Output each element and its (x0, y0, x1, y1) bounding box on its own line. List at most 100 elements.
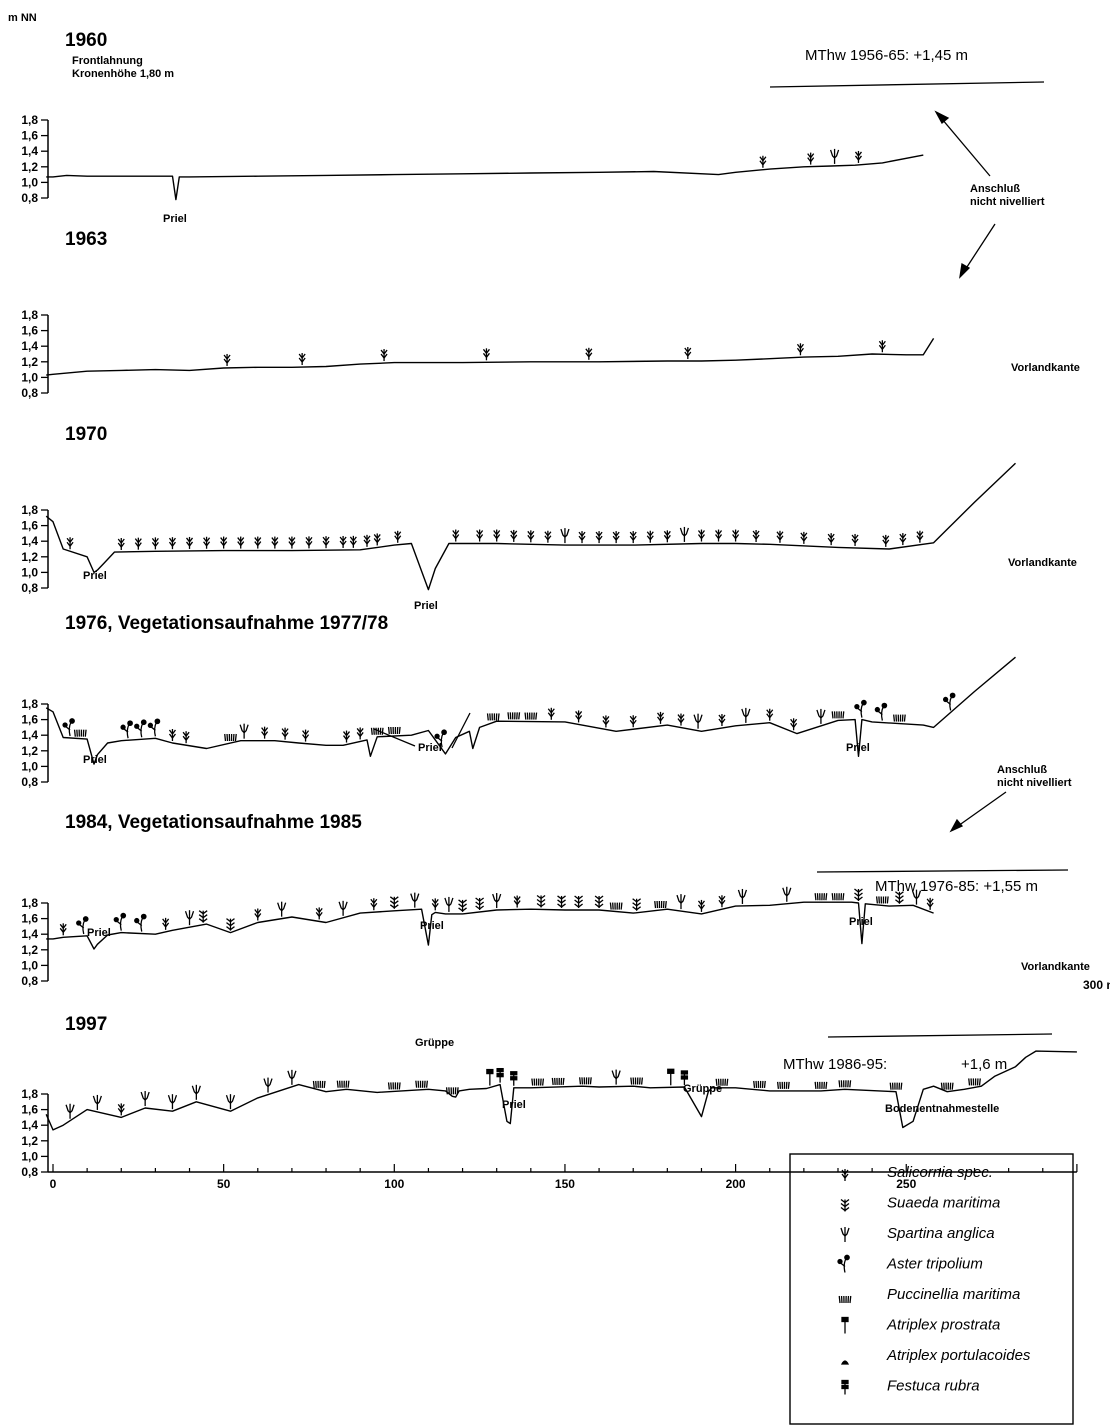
vegetation-salicornia-marker (322, 536, 330, 549)
y-tick-label: 1,6 (21, 129, 38, 143)
legend: Salicornia spec. Suaeda maritima Spartina … (789, 1153, 1074, 1425)
y-tick-label: 1,4 (21, 1118, 38, 1132)
y-tick-label: 0,8 (21, 775, 38, 789)
vegetation-puccinellia-marker (654, 900, 667, 909)
vegetation-salicornia-marker (544, 530, 552, 543)
vegetation-salicornia-marker (356, 727, 364, 740)
vegetation-salicornia-marker (254, 908, 262, 921)
y-tick-label: 1,8 (21, 1087, 38, 1101)
vegetation-aster-marker (147, 718, 161, 737)
vegetation-salicornia-marker (168, 729, 176, 741)
vegetation-suaeda-marker (226, 918, 235, 931)
y-tick-label: 0,8 (21, 581, 38, 595)
vegetation-spartina-marker (611, 1069, 621, 1085)
vegetation-suaeda-marker (458, 899, 467, 912)
y-tick-label: 0,8 (21, 1165, 38, 1179)
legend-item-salicornia: Salicornia spec. (841, 1164, 993, 1181)
x-tick-label: 0 (50, 1177, 57, 1191)
vegetation-aster-marker (113, 912, 127, 931)
priel-pointer-line-2 (451, 712, 471, 749)
mthw-label-1956-65: MThw 1956-65: +1,45 m (805, 47, 968, 64)
vegetation-aster-marker (434, 729, 447, 748)
vegetation-spartina-marker (167, 1094, 178, 1110)
vegetation-salicornia-marker (766, 708, 774, 721)
arrows (934, 110, 1007, 833)
vegetation-salicornia-marker (899, 533, 907, 546)
vegetation-salicornia-marker (223, 353, 231, 366)
vegetation-salicornia-marker (168, 537, 176, 550)
vegetation-puccinellia-marker (893, 714, 906, 722)
vegetation-salicornia-marker (800, 531, 808, 544)
vegetation-salicornia-marker (718, 895, 726, 908)
vegetation-puccinellia-marker (551, 1077, 565, 1085)
vegetation-salicornia-marker (66, 537, 74, 550)
arrowhead-anschluss-1960 (934, 110, 950, 125)
legend-label: Atriplex portulacoides (886, 1347, 1031, 1364)
nicht-nivelliert-label-1: nicht nivelliert (970, 196, 1045, 208)
vegetation-puccinellia-marker (776, 1081, 790, 1089)
vegetation-aster-marker (854, 699, 867, 718)
vegetation-salicornia-marker (380, 349, 388, 362)
legend-box (789, 1153, 1074, 1425)
y-tick-label: 1,4 (21, 927, 38, 941)
vegetation-spartina-marker (338, 900, 348, 916)
vegetation-aster-marker (942, 692, 956, 711)
legend-item-atriplex-prostrata: Atriplex prostrata (841, 1317, 1000, 1334)
vegetation-aster-marker (76, 916, 89, 935)
y-tick-label: 1,0 (21, 565, 38, 579)
vegetation-salicornia-marker (752, 530, 760, 543)
vegetation-salicornia-marker (271, 536, 279, 549)
vegetation-spartina-marker (782, 886, 792, 902)
vegetation-spartina-marker (65, 1103, 75, 1119)
vegetation-spartina-marker (676, 894, 686, 910)
vegetation-salicornia-marker (510, 529, 518, 542)
vegetation-salicornia-marker (715, 529, 723, 542)
y-tick-label: 1,8 (21, 503, 38, 517)
vegetation-salicornia-marker (476, 529, 484, 542)
vegetation-spartina-marker (816, 708, 826, 724)
vegetation-salicornia-marker (851, 533, 859, 546)
profile-title-1960: 1960 (65, 30, 107, 51)
priel-label-1984c: Priel (849, 916, 873, 928)
vegetation-salicornia-marker (732, 529, 740, 542)
vegetation-suaeda-marker (475, 897, 485, 910)
vegetation-salicornia-marker (585, 347, 593, 360)
vegetation-spartina-marker (184, 910, 195, 926)
profile-line-1963 (46, 338, 935, 376)
vegetation-spartina-marker (829, 148, 840, 164)
vegetation-spartina-marker (287, 1069, 297, 1085)
profile-line-1976 (45, 656, 1016, 765)
vegetation-suaeda-marker (557, 895, 566, 908)
profile-title-1997: 1997 (65, 1014, 107, 1035)
vegetation-puccinellia-marker (814, 1081, 828, 1089)
vegetation-festuca-marker (680, 1070, 689, 1085)
vegetation-puccinellia-marker (312, 1080, 326, 1088)
grueppe-label-2: Grüppe (683, 1083, 722, 1095)
legend-label: Suaeda maritima (887, 1195, 1000, 1212)
vegetation-salicornia-marker (315, 907, 323, 920)
vegetation-salicornia-marker (882, 534, 890, 547)
profile-line-1970 (45, 462, 1016, 591)
vegetation-salicornia-marker (220, 536, 228, 549)
profile-title-1963: 1963 (65, 229, 107, 250)
puccinellia-legend-symbol (838, 1295, 852, 1304)
vegetation-puccinellia-marker (968, 1078, 981, 1086)
vegetation-puccinellia-marker (831, 893, 845, 901)
vegetation-puccinellia-marker (579, 1077, 592, 1085)
vegetation-salicornia-marker (370, 898, 378, 911)
vegetation-salicornia-marker (854, 150, 862, 163)
vegetation-suaeda-marker (198, 910, 208, 923)
vegetation-salicornia-marker (342, 730, 351, 743)
priel-label-1970a: Priel (83, 570, 107, 582)
mthw-line-1986-95 (827, 1033, 1053, 1038)
salicornia-legend-symbol (841, 1169, 849, 1181)
vegetation-aster-marker (62, 718, 75, 737)
vegetation-salicornia-marker (663, 530, 671, 543)
y-tick-label: 1,2 (21, 744, 38, 758)
y-unit-label: m NN (8, 12, 37, 24)
vegetation-suaeda-marker (536, 894, 546, 908)
y-tick-label: 1,4 (21, 728, 38, 742)
vegetation-salicornia-marker (281, 727, 289, 740)
x-tick-label: 100 (384, 1177, 404, 1191)
legend-item-puccinellia: Puccinellia maritima (838, 1286, 1020, 1304)
